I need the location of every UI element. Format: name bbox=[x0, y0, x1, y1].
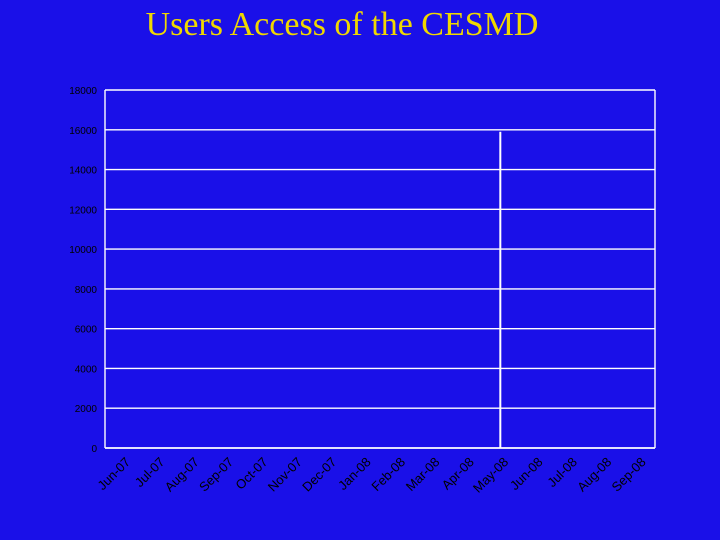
y-tick-label: 4000 bbox=[75, 364, 98, 375]
x-tick-label: Sep-07 bbox=[196, 454, 236, 494]
x-tick-label: Aug-07 bbox=[162, 454, 202, 494]
y-tick-label: 16000 bbox=[69, 126, 97, 137]
x-tick-label: May-08 bbox=[470, 454, 511, 495]
bar bbox=[499, 131, 502, 448]
y-tick-label: 14000 bbox=[69, 166, 97, 177]
x-tick-label: Aug-08 bbox=[574, 454, 614, 494]
x-tick-label: Feb-08 bbox=[368, 454, 408, 494]
x-tick-label: Mar-08 bbox=[403, 454, 443, 494]
y-tick-label: 0 bbox=[91, 444, 97, 455]
y-tick-label: 18000 bbox=[69, 86, 97, 97]
x-tick-label: Jun-07 bbox=[94, 454, 133, 493]
x-tick-label: Jun-08 bbox=[507, 454, 546, 493]
y-tick-label: 8000 bbox=[75, 285, 98, 296]
y-tick-label: 2000 bbox=[75, 404, 98, 415]
y-tick-label: 10000 bbox=[69, 245, 97, 256]
x-tick-label: Sep-08 bbox=[608, 454, 648, 494]
y-tick-label: 6000 bbox=[75, 325, 98, 336]
x-tick-label: Jan-08 bbox=[335, 454, 374, 493]
slide-title: Users Access of the CESMD bbox=[145, 6, 539, 43]
x-tick-label: Dec-07 bbox=[299, 454, 339, 494]
y-tick-label: 12000 bbox=[69, 205, 97, 216]
x-tick-label: Oct-07 bbox=[232, 454, 270, 492]
x-tick-label: Nov-07 bbox=[265, 454, 305, 494]
